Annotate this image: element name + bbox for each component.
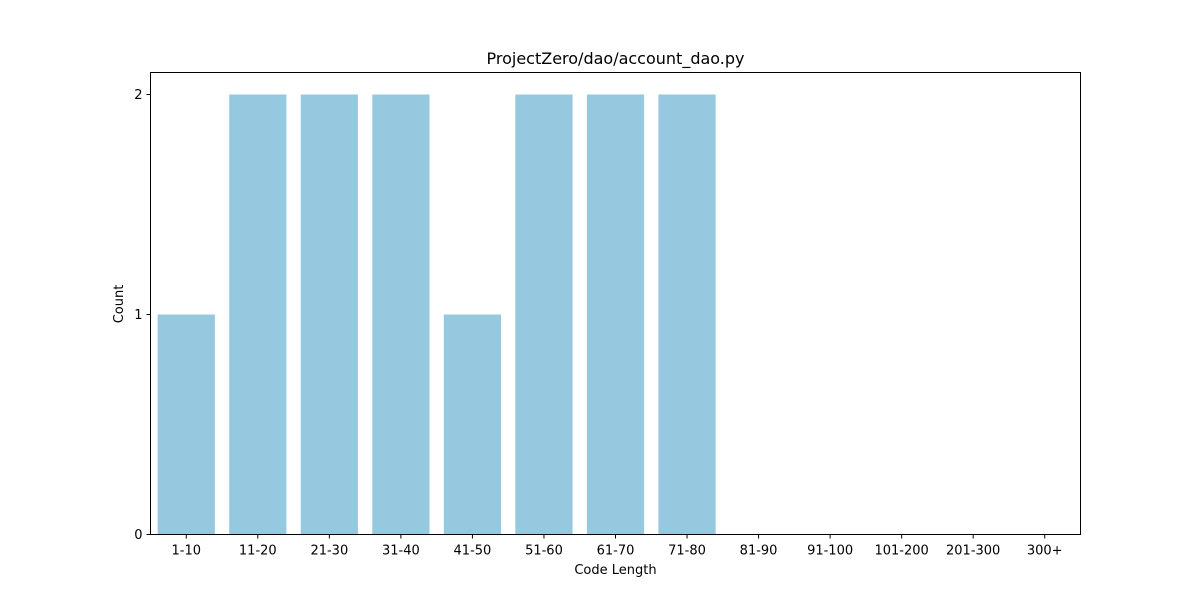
- bar: [229, 94, 287, 535]
- x-tick-label: 71-80: [668, 544, 706, 559]
- x-tick-label: 51-60: [525, 544, 563, 559]
- x-tick-label: 61-70: [597, 544, 635, 559]
- bar: [658, 94, 716, 535]
- y-tick-label: 0: [134, 528, 142, 543]
- x-tick-label: 300+: [1027, 544, 1063, 559]
- y-axis-ticks: 0 1 2: [134, 88, 151, 543]
- y-tick-label: 2: [134, 88, 142, 103]
- bar: [372, 94, 430, 535]
- bar: [443, 314, 502, 535]
- x-tick-label: 11-20: [239, 544, 277, 559]
- x-tick-label: 41-50: [454, 544, 492, 559]
- bar: [586, 94, 645, 535]
- x-tick-label: 81-90: [740, 544, 778, 559]
- bar: [515, 94, 573, 535]
- x-tick-label: 31-40: [382, 544, 420, 559]
- x-tick-label: 101-200: [874, 544, 928, 559]
- chart-title: ProjectZero/dao/account_dao.py: [486, 49, 744, 69]
- y-axis-label: Count: [112, 285, 127, 324]
- x-tick-label: 91-100: [807, 544, 853, 559]
- bar: [300, 94, 358, 535]
- x-axis-label: Code Length: [574, 563, 656, 578]
- bar: [157, 314, 215, 535]
- bars-group: [157, 94, 716, 535]
- x-tick-label: 21-30: [310, 544, 348, 559]
- y-tick-label: 1: [134, 308, 142, 323]
- x-axis-ticks: 1-10 11-20 21-30 31-40 41-50 51-60 61-70 71-80 8…: [172, 534, 1063, 559]
- x-tick-label: 201-300: [946, 544, 1000, 559]
- x-tick-label: 1-10: [172, 544, 202, 559]
